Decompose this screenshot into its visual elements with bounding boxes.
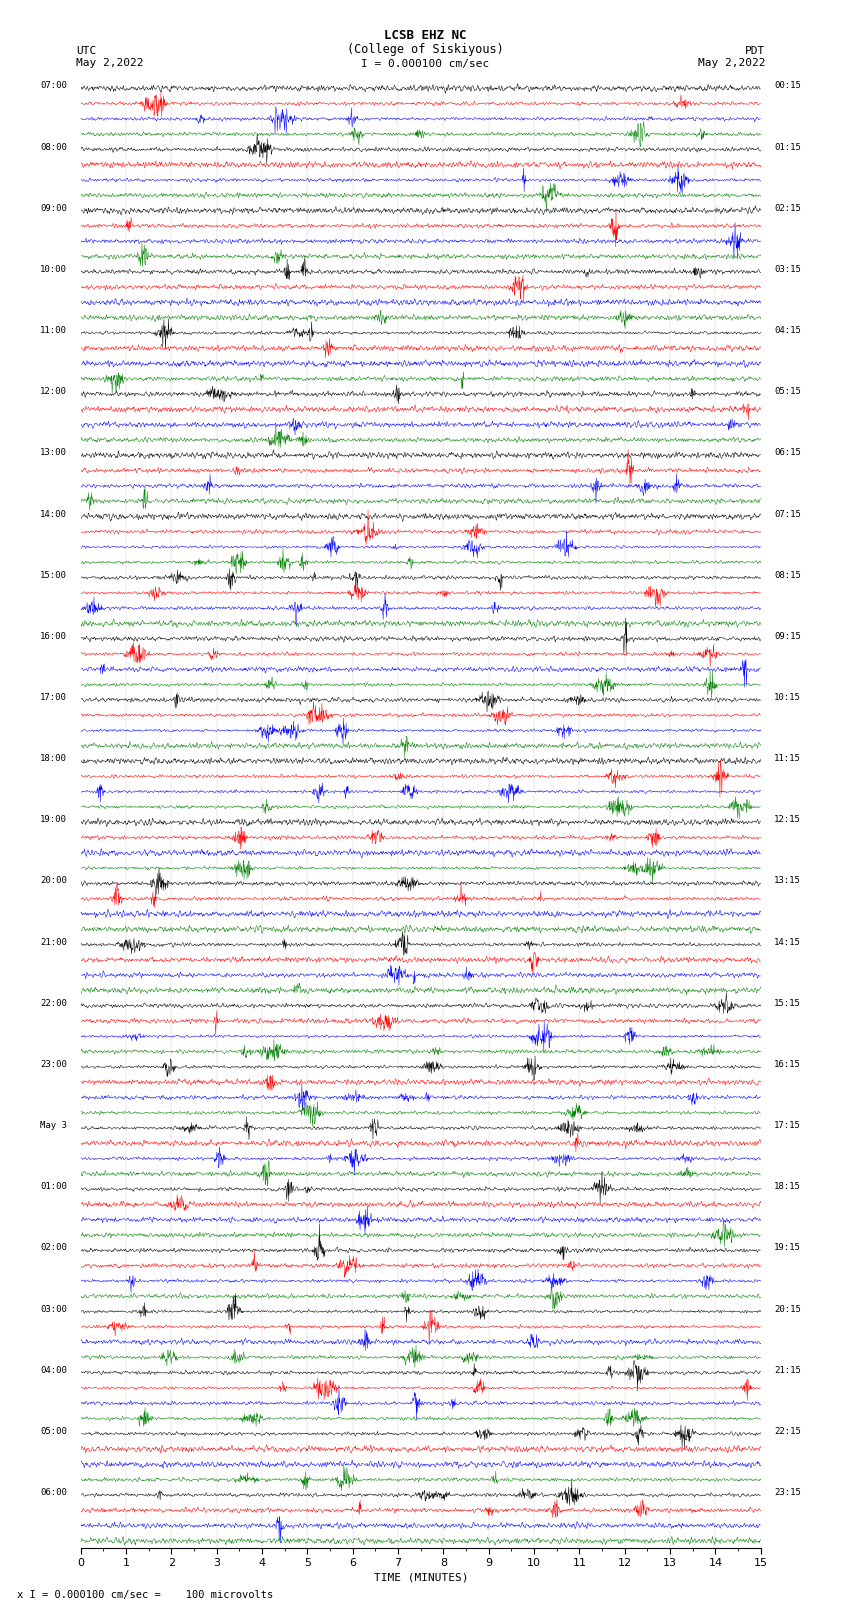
Text: 14:00: 14:00	[40, 510, 67, 518]
Text: 18:00: 18:00	[40, 755, 67, 763]
Text: 09:15: 09:15	[774, 632, 802, 640]
Text: 23:15: 23:15	[774, 1489, 802, 1497]
Text: 08:00: 08:00	[40, 142, 67, 152]
Text: 22:15: 22:15	[774, 1428, 802, 1436]
Text: 11:00: 11:00	[40, 326, 67, 336]
Text: PDT: PDT	[745, 47, 765, 56]
Text: 03:15: 03:15	[774, 265, 802, 274]
Text: 23:00: 23:00	[40, 1060, 67, 1069]
Text: May 2,2022: May 2,2022	[698, 58, 765, 68]
Text: UTC: UTC	[76, 47, 97, 56]
X-axis label: TIME (MINUTES): TIME (MINUTES)	[373, 1573, 468, 1582]
Text: 20:15: 20:15	[774, 1305, 802, 1313]
Text: 13:00: 13:00	[40, 448, 67, 458]
Text: 17:15: 17:15	[774, 1121, 802, 1131]
Text: May 2,2022: May 2,2022	[76, 58, 144, 68]
Text: 07:00: 07:00	[40, 81, 67, 90]
Text: 04:15: 04:15	[774, 326, 802, 336]
Text: 16:00: 16:00	[40, 632, 67, 640]
Text: 09:00: 09:00	[40, 203, 67, 213]
Text: 08:15: 08:15	[774, 571, 802, 579]
Text: 20:00: 20:00	[40, 876, 67, 886]
Text: 04:00: 04:00	[40, 1366, 67, 1374]
Text: 12:00: 12:00	[40, 387, 67, 397]
Text: May 3: May 3	[40, 1121, 67, 1131]
Text: LCSB EHZ NC: LCSB EHZ NC	[383, 29, 467, 42]
Text: 06:15: 06:15	[774, 448, 802, 458]
Text: 19:15: 19:15	[774, 1244, 802, 1252]
Text: 05:00: 05:00	[40, 1428, 67, 1436]
Text: 07:15: 07:15	[774, 510, 802, 518]
Text: 17:00: 17:00	[40, 694, 67, 702]
Text: 22:00: 22:00	[40, 998, 67, 1008]
Text: 16:15: 16:15	[774, 1060, 802, 1069]
Text: 13:15: 13:15	[774, 876, 802, 886]
Text: 21:00: 21:00	[40, 937, 67, 947]
Text: 21:15: 21:15	[774, 1366, 802, 1374]
Text: 19:00: 19:00	[40, 815, 67, 824]
Text: 11:15: 11:15	[774, 755, 802, 763]
Text: 15:00: 15:00	[40, 571, 67, 579]
Text: 18:15: 18:15	[774, 1182, 802, 1192]
Text: 12:15: 12:15	[774, 815, 802, 824]
Text: 00:15: 00:15	[774, 81, 802, 90]
Text: 01:15: 01:15	[774, 142, 802, 152]
Text: 15:15: 15:15	[774, 998, 802, 1008]
Text: 01:00: 01:00	[40, 1182, 67, 1192]
Text: 10:00: 10:00	[40, 265, 67, 274]
Text: 05:15: 05:15	[774, 387, 802, 397]
Text: x I = 0.000100 cm/sec =    100 microvolts: x I = 0.000100 cm/sec = 100 microvolts	[17, 1590, 273, 1600]
Text: 14:15: 14:15	[774, 937, 802, 947]
Text: 02:00: 02:00	[40, 1244, 67, 1252]
Text: (College of Siskiyous): (College of Siskiyous)	[347, 44, 503, 56]
Text: I = 0.000100 cm/sec: I = 0.000100 cm/sec	[361, 60, 489, 69]
Text: 06:00: 06:00	[40, 1489, 67, 1497]
Text: 02:15: 02:15	[774, 203, 802, 213]
Text: 10:15: 10:15	[774, 694, 802, 702]
Text: 03:00: 03:00	[40, 1305, 67, 1313]
